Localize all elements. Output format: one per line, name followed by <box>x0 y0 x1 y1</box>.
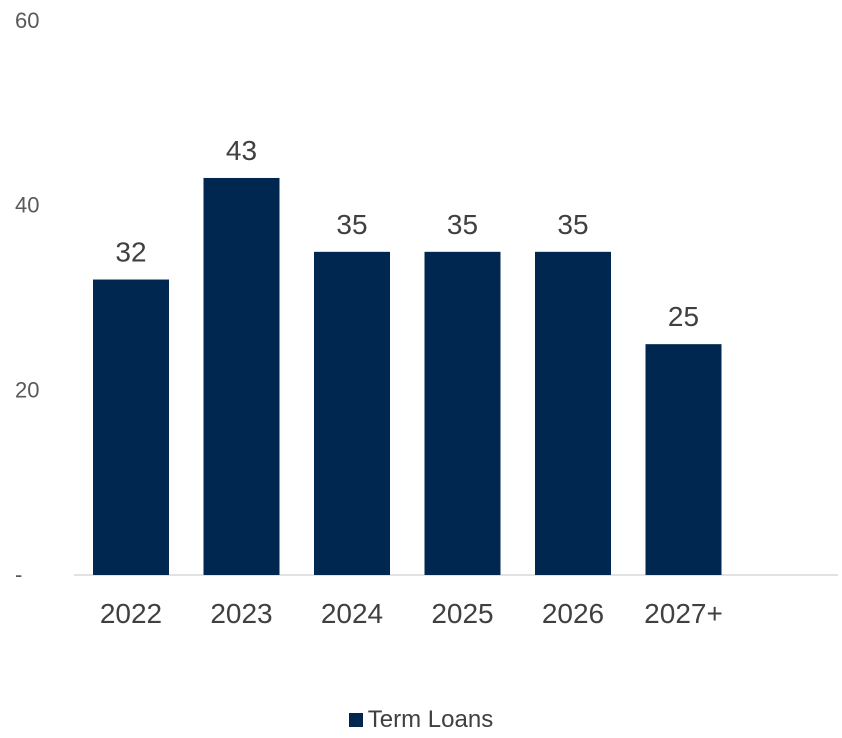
data-label: 35 <box>447 209 478 240</box>
bar <box>203 177 280 575</box>
x-tick-label: 2026 <box>542 598 604 629</box>
bar <box>424 251 501 576</box>
bar <box>314 251 390 576</box>
x-tick-label: 2022 <box>100 598 162 629</box>
y-tick-label: 60 <box>15 8 39 33</box>
y-tick-label: 40 <box>15 193 39 218</box>
bars <box>93 177 722 576</box>
data-label: 35 <box>336 209 367 240</box>
legend: Term Loans <box>0 706 842 734</box>
data-label: 43 <box>226 135 257 166</box>
y-axis-ticks: - 20 40 60 <box>15 8 39 587</box>
x-tick-label: 2024 <box>321 598 383 629</box>
legend-swatch <box>348 713 363 727</box>
bar <box>645 344 722 575</box>
x-tick-label: 2027+ <box>644 598 723 629</box>
bar <box>535 251 611 576</box>
y-tick-label: - <box>15 562 22 587</box>
data-labels: 32 43 35 35 35 25 <box>115 135 699 332</box>
data-label: 25 <box>668 301 699 332</box>
data-label: 35 <box>557 209 588 240</box>
bar <box>93 279 169 575</box>
x-tick-label: 2025 <box>431 598 493 629</box>
x-axis-ticks: 2022 2023 2024 2025 2026 2027+ <box>100 598 723 629</box>
y-tick-label: 20 <box>15 377 39 402</box>
legend-label: Term Loans <box>367 706 494 733</box>
x-tick-label: 2023 <box>210 598 272 629</box>
data-label: 32 <box>115 237 146 268</box>
